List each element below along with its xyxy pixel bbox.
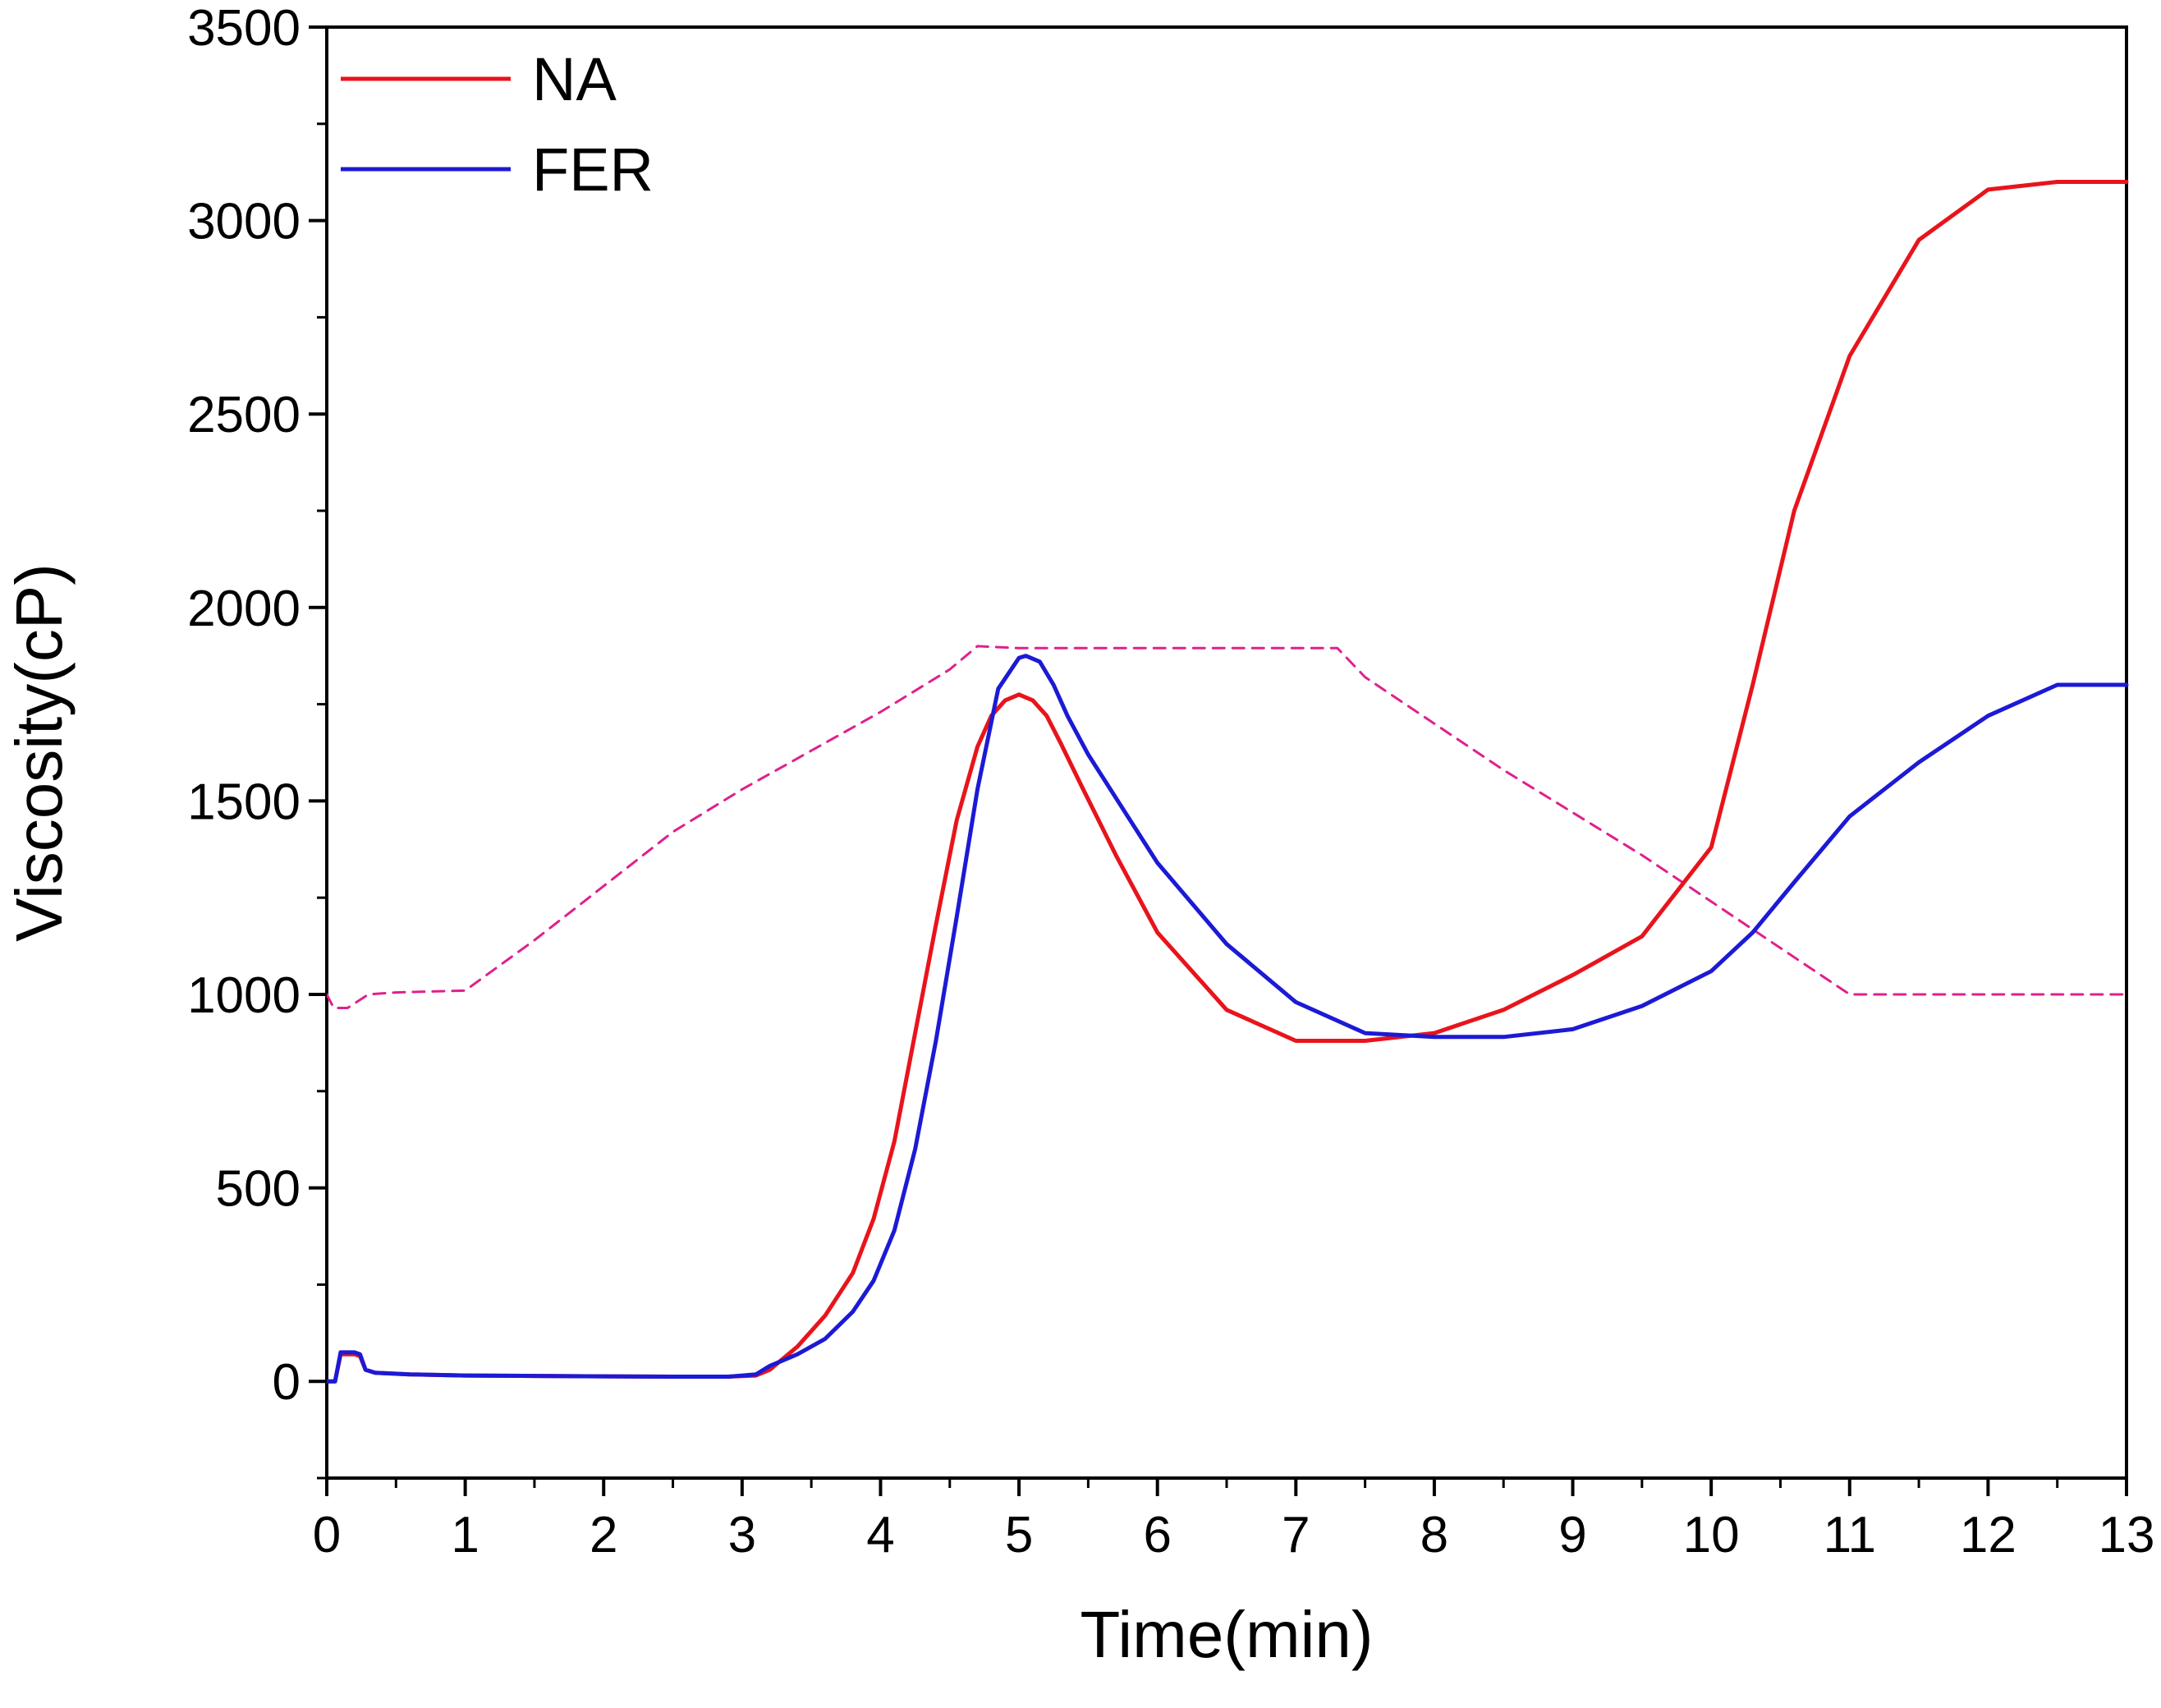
x-tick-label: 3 xyxy=(728,1507,756,1563)
series-line-temperature-profile xyxy=(325,645,2128,1009)
legend: NA FER xyxy=(341,45,654,204)
x-tick-label: 5 xyxy=(1005,1507,1033,1563)
x-tick-label: 8 xyxy=(1420,1507,1448,1563)
x-tick-label: 0 xyxy=(313,1507,341,1563)
x-axis-title: Time(min) xyxy=(1080,1598,1374,1671)
x-tick-label: 9 xyxy=(1558,1507,1586,1563)
legend-label-fer: FER xyxy=(532,135,654,204)
y-tick-label: 1500 xyxy=(187,774,301,830)
x-tick-label: 4 xyxy=(866,1507,894,1563)
y-tick-label: 0 xyxy=(273,1354,301,1411)
x-tick-label: 6 xyxy=(1143,1507,1171,1563)
y-tick-label: 1000 xyxy=(187,967,301,1024)
legend-label-na: NA xyxy=(532,45,617,113)
y-axis-ticks: 0 500 1000 1500 2000 2500 3000 3500 xyxy=(187,0,327,1480)
y-tick-label: 2000 xyxy=(187,581,301,637)
y-tick-label: 500 xyxy=(216,1161,301,1218)
x-axis-ticks: 0 1 2 3 4 5 6 7 8 9 10 11 12 13 xyxy=(313,1478,2155,1563)
plot-area-frame xyxy=(325,25,2128,1480)
x-tick-label: 11 xyxy=(1824,1507,1876,1563)
x-tick-label: 7 xyxy=(1282,1507,1310,1563)
x-tick-label: 12 xyxy=(1960,1507,2016,1563)
y-tick-label: 3000 xyxy=(187,194,301,250)
y-tick-label: 2500 xyxy=(187,387,301,443)
y-tick-label: 3500 xyxy=(187,0,301,57)
x-tick-label: 1 xyxy=(451,1507,479,1563)
y-axis-title: Viscosity(cP) xyxy=(2,563,76,942)
x-tick-label: 13 xyxy=(2099,1507,2155,1563)
series-line-fer xyxy=(324,654,2129,1384)
x-tick-label: 10 xyxy=(1683,1507,1740,1563)
x-tick-label: 2 xyxy=(590,1507,617,1563)
series-layer xyxy=(324,180,2129,1384)
series-line-na xyxy=(324,180,2129,1384)
